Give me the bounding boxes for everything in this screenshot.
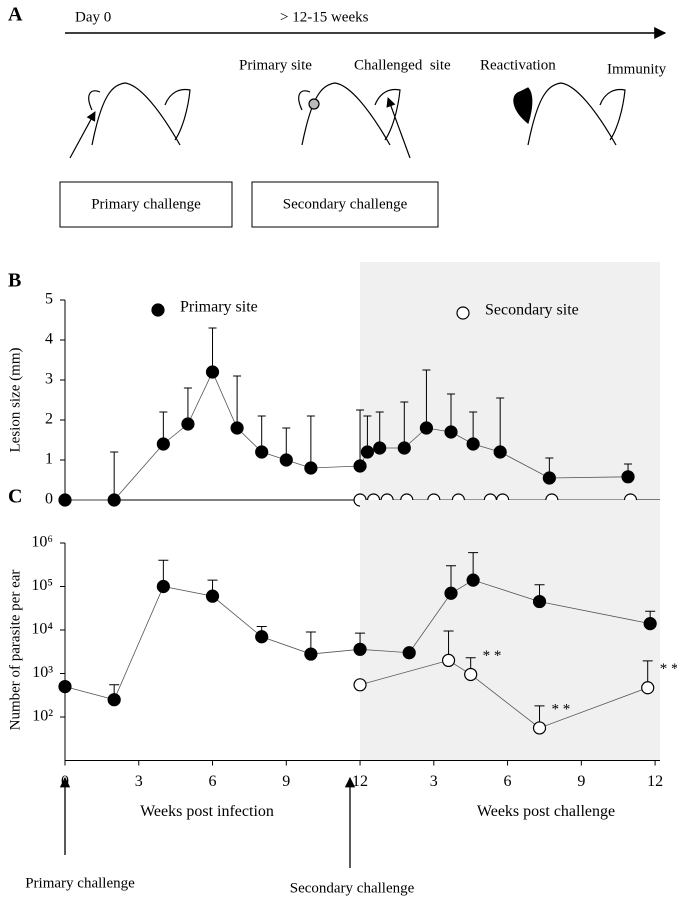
challenge-box	[251, 181, 439, 228]
x-axis-label: Weeks post infection	[140, 803, 274, 820]
marker	[107, 693, 121, 707]
error-bar	[496, 397, 505, 452]
marker	[304, 461, 318, 475]
y-tick-label: 1	[45, 451, 53, 468]
ear-drawings	[69, 82, 626, 159]
marker	[181, 417, 195, 431]
marker	[107, 493, 121, 507]
x-tick-label: 6	[209, 773, 217, 790]
stage-label: Challenged site	[354, 57, 451, 73]
marker	[542, 471, 556, 485]
marker	[466, 573, 480, 587]
stage-label: Primary site	[239, 57, 312, 73]
legend-marker	[151, 303, 165, 317]
y-tick-label: 10⁴	[31, 621, 53, 638]
significance: * *	[483, 648, 502, 664]
panel-label: B	[8, 270, 21, 292]
footer-label: Secondary challenge	[290, 880, 415, 896]
y-tick-label: 10²	[32, 708, 53, 725]
series-line	[64, 579, 651, 701]
marker	[353, 459, 367, 473]
marker	[156, 579, 170, 594]
y-tick-label: 10³	[32, 664, 53, 681]
significance: * *	[660, 661, 677, 677]
marker	[621, 470, 635, 484]
y-tick-label: 5	[45, 291, 53, 308]
marker	[353, 642, 367, 656]
marker	[493, 445, 507, 459]
marker	[360, 445, 375, 459]
y-tick-label: 3	[45, 371, 53, 388]
legend-label: Secondary site	[485, 302, 579, 319]
x-tick-label: 12	[352, 773, 368, 790]
marker	[205, 589, 220, 603]
y-tick-label: 4	[45, 331, 53, 348]
marker	[279, 453, 293, 467]
footer-label: Primary challenge	[25, 875, 135, 891]
marker	[304, 647, 318, 661]
marker	[255, 445, 269, 459]
panel-a: A Day 0 > 12-15 weeks Primary site Chall…	[8, 4, 667, 228]
stage-label: Immunity	[607, 61, 667, 77]
marker	[466, 437, 480, 451]
stage-label: Reactivation	[480, 57, 556, 73]
marker	[444, 425, 458, 439]
timeline-label: > 12-15 weeks	[280, 9, 369, 25]
x-tick-label: 0	[61, 773, 69, 790]
box-label: Primary challenge	[91, 196, 201, 212]
marker	[58, 493, 72, 507]
challenge-box	[59, 181, 233, 228]
error-bar	[356, 409, 365, 466]
y-axis-label: Lesion size (mm)	[7, 348, 23, 453]
marker	[532, 721, 547, 735]
marker	[156, 437, 170, 451]
marker	[464, 667, 478, 682]
legend-marker	[456, 306, 470, 320]
panel-label: A	[8, 4, 23, 26]
marker	[373, 441, 387, 455]
x-tick-label: 9	[282, 773, 290, 790]
marker	[641, 681, 655, 695]
marker	[255, 630, 269, 644]
x-axis-label: Weeks post challenge	[477, 803, 615, 820]
legend-label: Primary site	[180, 299, 258, 316]
error-bar	[110, 451, 119, 500]
error-bar	[208, 327, 217, 372]
marker	[441, 653, 456, 668]
x-tick-label: 12	[647, 773, 663, 790]
significance: * *	[552, 701, 571, 717]
y-axis-label: Number of parasite per ear	[7, 570, 23, 731]
marker	[58, 679, 72, 694]
footer: Primary challenge Secondary challenge	[25, 776, 415, 896]
x-tick-label: 9	[577, 773, 585, 790]
marker	[205, 365, 220, 379]
marker	[230, 421, 244, 435]
timeline-label: Day 0	[75, 9, 111, 25]
error-bar	[400, 401, 409, 448]
box-label: Secondary challenge	[283, 196, 408, 212]
shaded-region	[360, 262, 660, 500]
marker	[353, 678, 367, 692]
marker	[397, 441, 411, 455]
y-tick-label: 10⁶	[31, 534, 53, 551]
chart-1: C Number of parasite per ear 10² 10³ 10⁴ 10⁵ 1…	[7, 486, 677, 821]
y-tick-label: 2	[45, 411, 53, 428]
marker	[444, 586, 458, 600]
chart-0: B Lesion size (mm) 0 1 2 3 4 5 Primary site Secon…	[7, 262, 660, 508]
x-tick-label: 6	[504, 773, 512, 790]
error-bar	[306, 415, 315, 468]
marker	[532, 594, 547, 609]
error-bar	[233, 375, 242, 428]
marker	[643, 617, 657, 631]
error-bar	[422, 369, 431, 428]
panel-label: C	[8, 486, 22, 508]
x-tick-label: 3	[430, 773, 438, 790]
marker	[419, 421, 434, 435]
y-tick-label: 10⁵	[31, 577, 53, 594]
shaded-region	[360, 500, 660, 761]
y-tick-label: 0	[45, 491, 53, 508]
marker	[402, 646, 416, 660]
x-tick-label: 3	[135, 773, 143, 790]
